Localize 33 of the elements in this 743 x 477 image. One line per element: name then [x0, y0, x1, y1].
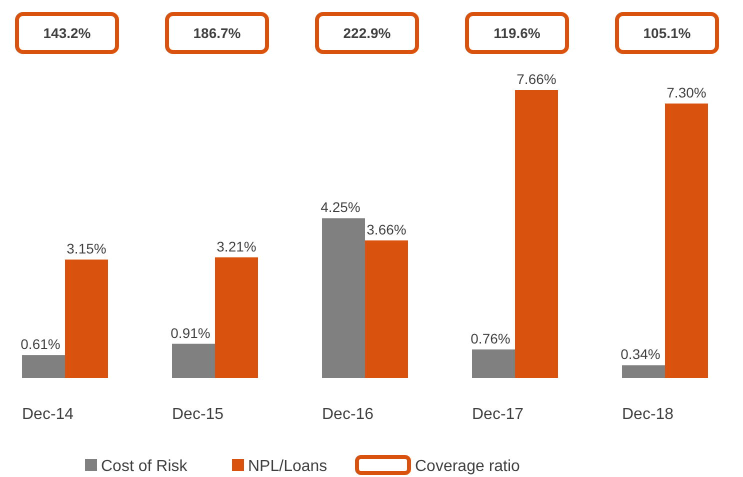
bar	[472, 349, 515, 378]
bar	[665, 104, 708, 378]
data-label: 7.30%	[666, 84, 706, 101]
legend-label: NPL/Loans	[248, 458, 328, 475]
bar	[322, 218, 365, 378]
bar	[215, 257, 258, 378]
bar	[22, 355, 65, 378]
data-label: 4.25%	[320, 199, 360, 216]
data-label: 0.61%	[20, 336, 60, 352]
bar	[622, 365, 665, 378]
data-label: 3.66%	[366, 221, 406, 238]
legend-label: Cost of Risk	[101, 458, 188, 475]
text: 186.7%	[193, 25, 242, 41]
bar	[65, 260, 108, 378]
data-label: 7.66%	[516, 71, 556, 87]
data-label: 3.15%	[66, 240, 106, 257]
text: 119.6%	[494, 25, 541, 41]
bar	[515, 90, 558, 378]
data-label: 0.34%	[620, 346, 660, 362]
data-label: 3.21%	[216, 238, 256, 254]
data-label: 0.76%	[470, 330, 510, 346]
text: 105.1%	[643, 25, 692, 41]
bar	[365, 240, 408, 378]
x-tick-label: Dec-16	[322, 406, 374, 423]
x-tick-label: Dec-14	[22, 406, 74, 423]
data-label: 0.91%	[170, 324, 210, 341]
x-tick-label: Dec-15	[172, 406, 224, 423]
text: 222.9%	[343, 25, 392, 41]
text: Coverage ratio	[415, 458, 520, 475]
x-tick-label: Dec-17	[472, 406, 524, 423]
bar	[172, 344, 215, 378]
x-tick-label: Dec-18	[622, 406, 674, 423]
text: 143.2%	[43, 25, 92, 41]
